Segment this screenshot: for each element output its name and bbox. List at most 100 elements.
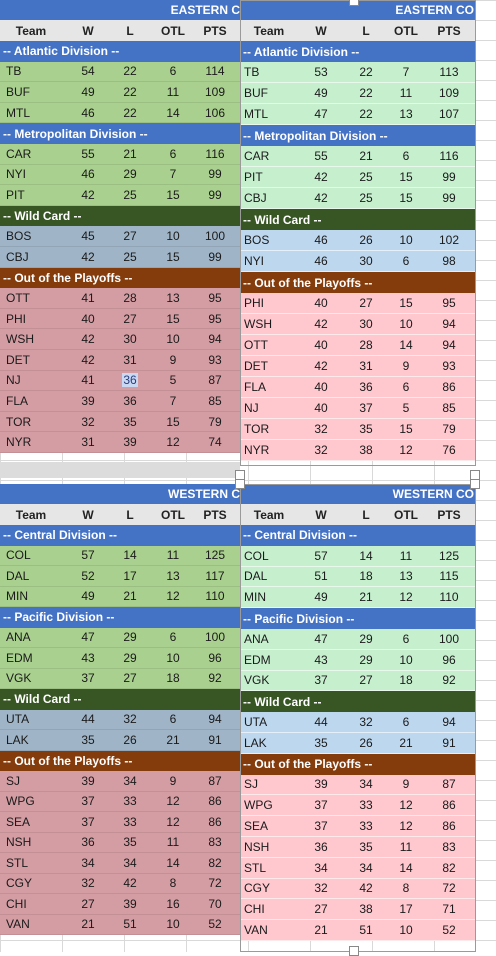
- cell-pts[interactable]: 98: [433, 251, 465, 271]
- cell-w[interactable]: 45: [74, 226, 102, 246]
- team-row[interactable]: NYR 31 39 12 74: [0, 432, 242, 453]
- cell-w[interactable]: 21: [74, 915, 102, 935]
- cell-pts[interactable]: 95: [433, 293, 465, 313]
- cell-l[interactable]: 35: [351, 837, 381, 857]
- cell-otl[interactable]: 12: [158, 587, 188, 607]
- cell-l[interactable]: 29: [351, 629, 381, 649]
- team-row[interactable]: FLA 39 36 7 85: [0, 391, 242, 412]
- team-row[interactable]: SEA 37 33 12 86: [240, 816, 476, 837]
- team-row[interactable]: SEA 37 33 12 86: [0, 812, 242, 833]
- cell-team[interactable]: DET: [6, 350, 56, 370]
- team-row[interactable]: CGY 32 42 8 72: [0, 873, 242, 894]
- cell-l[interactable]: 26: [351, 733, 381, 753]
- cell-team[interactable]: NSH: [6, 833, 56, 853]
- cell-w[interactable]: 37: [306, 816, 336, 836]
- cell-team[interactable]: MIN: [6, 587, 56, 607]
- cell-l[interactable]: 35: [351, 419, 381, 439]
- team-row[interactable]: BOS 45 27 10 100: [0, 226, 242, 247]
- cell-team[interactable]: STL: [244, 858, 294, 878]
- cell-w[interactable]: 44: [74, 710, 102, 730]
- cell-w[interactable]: 49: [74, 587, 102, 607]
- cell-l[interactable]: 33: [116, 792, 144, 812]
- cell-otl[interactable]: 9: [158, 350, 188, 370]
- team-row[interactable]: FLA 40 36 6 86: [240, 377, 476, 398]
- cell-pts[interactable]: 76: [433, 440, 465, 460]
- cell-w[interactable]: 55: [74, 144, 102, 164]
- cell-otl[interactable]: 12: [158, 812, 188, 832]
- team-row[interactable]: NSH 36 35 11 83: [0, 832, 242, 853]
- cell-l[interactable]: 25: [351, 188, 381, 208]
- cell-l[interactable]: 22: [116, 103, 144, 123]
- cell-pts[interactable]: 113: [433, 62, 465, 82]
- cell-otl[interactable]: 13: [158, 288, 188, 308]
- cell-otl[interactable]: 15: [158, 185, 188, 205]
- cell-l[interactable]: 33: [351, 795, 381, 815]
- cell-otl[interactable]: 9: [390, 356, 422, 376]
- cell-l[interactable]: 25: [116, 247, 144, 267]
- cell-team[interactable]: EDM: [6, 648, 56, 668]
- cell-pts[interactable]: 95: [200, 288, 230, 308]
- cell-l[interactable]: 22: [116, 82, 144, 102]
- team-row[interactable]: TB 53 22 7 113: [240, 62, 476, 83]
- team-row[interactable]: NJ 40 37 5 85: [240, 398, 476, 419]
- cell-l[interactable]: 34: [116, 853, 144, 873]
- cell-pts[interactable]: 83: [200, 833, 230, 853]
- cell-otl[interactable]: 15: [390, 167, 422, 187]
- cell-otl[interactable]: 13: [390, 104, 422, 124]
- cell-l[interactable]: 26: [351, 230, 381, 250]
- cell-pts[interactable]: 116: [433, 146, 465, 166]
- cell-team[interactable]: STL: [6, 853, 56, 873]
- cell-team[interactable]: PHI: [244, 293, 294, 313]
- cell-otl[interactable]: 6: [158, 710, 188, 730]
- team-row[interactable]: LAK 35 26 21 91: [240, 733, 476, 754]
- cell-otl[interactable]: 12: [390, 587, 422, 607]
- cell-l[interactable]: 21: [116, 587, 144, 607]
- cell-team[interactable]: BUF: [244, 83, 294, 103]
- team-row[interactable]: PIT 42 25 15 99: [240, 167, 476, 188]
- cell-otl[interactable]: 15: [158, 247, 188, 267]
- cell-otl[interactable]: 14: [158, 853, 188, 873]
- cell-w[interactable]: 44: [306, 712, 336, 732]
- cell-w[interactable]: 42: [306, 188, 336, 208]
- team-row[interactable]: CAR 55 21 6 116: [240, 146, 476, 167]
- cell-l[interactable]: 18: [351, 567, 381, 587]
- cell-w[interactable]: 49: [306, 83, 336, 103]
- cell-pts[interactable]: 70: [200, 894, 230, 914]
- cell-pts[interactable]: 110: [200, 587, 230, 607]
- cell-pts[interactable]: 99: [200, 185, 230, 205]
- team-row[interactable]: UTA 44 32 6 94: [240, 712, 476, 733]
- cell-pts[interactable]: 99: [433, 188, 465, 208]
- cell-w[interactable]: 32: [306, 440, 336, 460]
- cell-team[interactable]: TB: [244, 62, 294, 82]
- cell-otl[interactable]: 11: [390, 837, 422, 857]
- cell-l[interactable]: 27: [116, 309, 144, 329]
- cell-pts[interactable]: 85: [200, 391, 230, 411]
- cell-pts[interactable]: 92: [433, 671, 465, 691]
- cell-l[interactable]: 29: [116, 648, 144, 668]
- cell-otl[interactable]: 12: [158, 792, 188, 812]
- cell-pts[interactable]: 94: [433, 314, 465, 334]
- cell-w[interactable]: 27: [306, 899, 336, 919]
- team-row[interactable]: COL 57 14 11 125: [0, 545, 242, 566]
- cell-team[interactable]: DET: [244, 356, 294, 376]
- cell-l[interactable]: 31: [116, 350, 144, 370]
- cell-l[interactable]: 36: [351, 377, 381, 397]
- cell-l[interactable]: 36: [116, 391, 144, 411]
- team-row[interactable]: WSH 42 30 10 94: [0, 329, 242, 350]
- cell-pts[interactable]: 110: [433, 587, 465, 607]
- cell-otl[interactable]: 14: [390, 335, 422, 355]
- cell-pts[interactable]: 52: [200, 915, 230, 935]
- cell-pts[interactable]: 71: [433, 899, 465, 919]
- cell-l[interactable]: 30: [116, 329, 144, 349]
- cell-l[interactable]: 42: [351, 879, 381, 899]
- team-row[interactable]: SJ 39 34 9 87: [0, 771, 242, 792]
- cell-w[interactable]: 35: [74, 730, 102, 750]
- team-row[interactable]: EDM 43 29 10 96: [0, 648, 242, 669]
- team-row[interactable]: PIT 42 25 15 99: [0, 185, 242, 206]
- cell-otl[interactable]: 21: [158, 730, 188, 750]
- team-row[interactable]: DAL 51 18 13 115: [240, 566, 476, 588]
- team-row[interactable]: WPG 37 33 12 86: [240, 795, 476, 817]
- cell-team[interactable]: LAK: [244, 733, 294, 753]
- cell-team[interactable]: LAK: [6, 730, 56, 750]
- team-row[interactable]: OTT 41 28 13 95: [0, 288, 242, 309]
